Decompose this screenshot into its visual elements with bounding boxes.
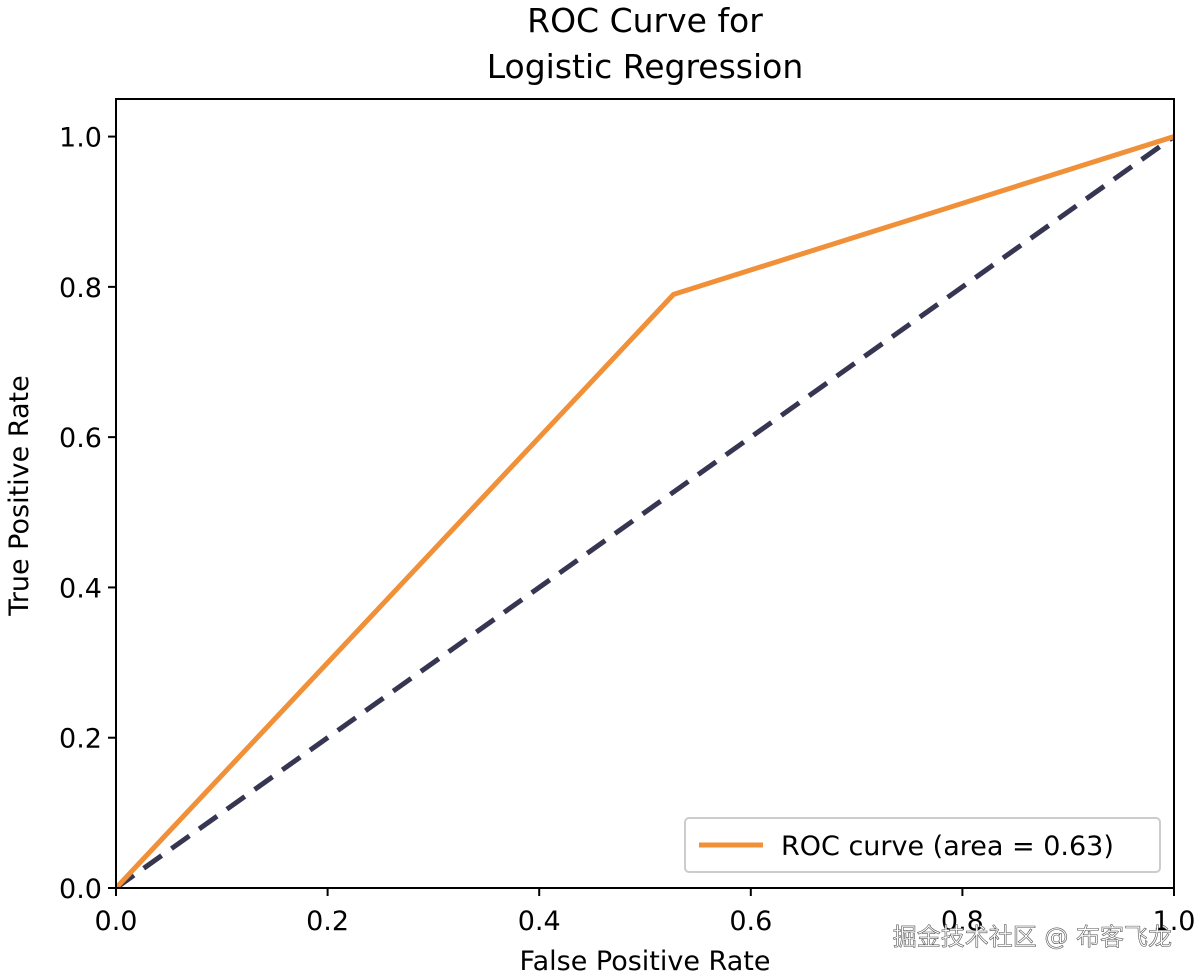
legend: ROC curve (area = 0.63) bbox=[684, 817, 1161, 873]
x-tick-label: 0.8 bbox=[941, 906, 984, 937]
y-tick-label: 0.8 bbox=[59, 273, 102, 304]
chart-title: ROC Curve for Logistic Regression bbox=[487, 1, 804, 86]
chart-title-line: Logistic Regression bbox=[487, 47, 804, 86]
y-tick-label: 0.2 bbox=[59, 724, 102, 755]
y-tick-label: 0.6 bbox=[59, 423, 102, 454]
y-axis-label: True Positive Rate bbox=[4, 375, 35, 617]
axis-labels: False Positive Rate True Positive Rate bbox=[4, 375, 770, 976]
y-tick-label: 1.0 bbox=[59, 123, 102, 154]
roc-curve-line bbox=[116, 134, 1174, 888]
x-tick-label: 0.0 bbox=[95, 906, 138, 937]
x-tick-label: 1.0 bbox=[1153, 906, 1196, 937]
series-layer bbox=[116, 134, 1174, 888]
axis-ticks: 0.0 0.2 0.4 0.6 0.8 1.0 0.0 0.2 0.4 0.6 0.8 1.0 bbox=[59, 123, 1195, 937]
chance-line bbox=[116, 134, 1174, 888]
chart-title-line: ROC Curve for bbox=[527, 1, 763, 40]
legend-label: ROC curve (area = 0.63) bbox=[781, 831, 1114, 862]
y-tick-label: 0.0 bbox=[59, 874, 102, 905]
watermark-text: 掘金技术社区 @ 布客飞龙 bbox=[893, 923, 1172, 951]
y-tick-label: 0.4 bbox=[59, 573, 102, 604]
x-tick-label: 0.6 bbox=[729, 906, 772, 937]
x-tick-label: 0.4 bbox=[518, 906, 561, 937]
x-axis-label: False Positive Rate bbox=[520, 946, 771, 976]
legend-box bbox=[684, 817, 1161, 873]
x-tick-label: 0.2 bbox=[306, 906, 349, 937]
plot-frame bbox=[115, 98, 1175, 889]
